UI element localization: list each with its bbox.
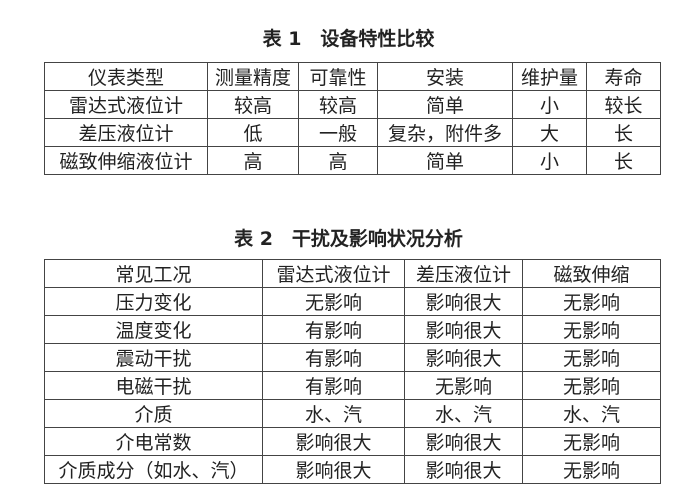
table1-title: 表 1 设备特性比较 — [262, 28, 435, 50]
table-cell: 长 — [586, 118, 661, 147]
table-cell: 介质成分（如水、汽） — [44, 455, 263, 484]
table-cell: 磁致伸缩液位计 — [44, 146, 208, 175]
table-cell: 无影响 — [522, 287, 661, 316]
table-cell: 无影响 — [404, 371, 523, 400]
table-cell: 较高 — [207, 90, 299, 119]
header-row: 常见工况 雷达式液位计 差压液位计 磁致伸缩 — [44, 259, 661, 288]
table-row: 差压液位计低一般 复杂，附件多大长 — [44, 118, 661, 147]
table-cell: 较高 — [298, 90, 378, 119]
interference-analysis-table: 常见工况 雷达式液位计 差压液位计 磁致伸缩 压力变化 无影响 影响很大 无影响 温度变化 有影响… — [44, 259, 661, 484]
column-header: 仪表类型 — [44, 62, 208, 91]
table-cell: 长 — [586, 146, 661, 175]
table-cell: 影响很大 — [404, 315, 523, 344]
table-cell: 影响很大 — [404, 427, 523, 456]
table-row: 雷达式液位计 较高 较高 简单小较长 — [44, 90, 661, 119]
table-cell: 有影响 — [262, 371, 405, 400]
table-row: 介电常数 影响很大 影响很大 无影响 — [44, 427, 661, 456]
table-cell: 低 — [207, 118, 299, 147]
column-header: 差压液位计 — [404, 259, 523, 288]
table-cell: 简单 — [377, 90, 513, 119]
table-cell: 介电常数 — [44, 427, 263, 456]
table-cell: 差压液位计 — [44, 118, 208, 147]
column-header: 雷达式液位计 — [262, 259, 405, 288]
table-cell: 无影响 — [522, 371, 661, 400]
table-cell: 影响很大 — [404, 287, 523, 316]
table-cell: 无影响 — [522, 343, 661, 372]
table-cell: 简单 — [377, 146, 513, 175]
column-header: 维护量 — [512, 62, 587, 91]
table-cell: 介质 — [44, 399, 263, 428]
table-row: 介质 水、汽 水、汽 水、汽 — [44, 399, 661, 428]
table-cell: 水、汽 — [404, 399, 523, 428]
column-header: 安装 — [377, 62, 513, 91]
table-cell: 影响很大 — [404, 455, 523, 484]
table-cell: 水、汽 — [522, 399, 661, 428]
header-row: 仪表类型 测量精度 可靠性 安装 维护量 寿命 — [44, 62, 661, 91]
table-cell: 影响很大 — [262, 427, 405, 456]
column-header: 可靠性 — [298, 62, 378, 91]
table2-title: 表 2 干扰及影响状况分析 — [234, 228, 463, 250]
table-cell: 有影响 — [262, 315, 405, 344]
table-cell: 高 — [207, 146, 299, 175]
column-header: 测量精度 — [207, 62, 299, 91]
table-cell: 无影响 — [262, 287, 405, 316]
table-row: 磁致伸缩液位计高高简单小长 — [44, 146, 661, 175]
table-cell: 温度变化 — [44, 315, 263, 344]
column-header: 寿命 — [586, 62, 661, 91]
table-row: 温度变化 有影响 影响很大 无影响 — [44, 315, 661, 344]
table-cell: 大 — [512, 118, 587, 147]
table-cell: 一般 — [298, 118, 378, 147]
device-characteristics-table: 仪表类型 测量精度 可靠性 安装 维护量 寿命 雷达式液位计 较高 较高 简单小较长 差压液位计低一… — [44, 62, 661, 175]
column-header: 常见工况 — [44, 259, 263, 288]
table-row: 震动干扰 有影响 影响很大 无影响 — [44, 343, 661, 372]
table-row: 介质成分（如水、汽） 影响很大 影响很大 无影响 — [44, 455, 661, 484]
table-cell: 影响很大 — [404, 343, 523, 372]
table-cell: 小 — [512, 146, 587, 175]
column-header: 磁致伸缩 — [522, 259, 661, 288]
table-cell: 雷达式液位计 — [44, 90, 208, 119]
table-cell: 无影响 — [522, 455, 661, 484]
table-cell: 震动干扰 — [44, 343, 263, 372]
table-cell: 水、汽 — [262, 399, 405, 428]
table-cell: 复杂，附件多 — [377, 118, 513, 147]
table-row: 压力变化 无影响 影响很大 无影响 — [44, 287, 661, 316]
table-cell: 无影响 — [522, 315, 661, 344]
table-cell: 较长 — [586, 90, 661, 119]
table-cell: 高 — [298, 146, 378, 175]
table-cell: 压力变化 — [44, 287, 263, 316]
table-row: 电磁干扰 有影响 无影响 无影响 — [44, 371, 661, 400]
table-cell: 无影响 — [522, 427, 661, 456]
table-cell: 有影响 — [262, 343, 405, 372]
table-cell: 电磁干扰 — [44, 371, 263, 400]
table-cell: 小 — [512, 90, 587, 119]
table-cell: 影响很大 — [262, 455, 405, 484]
